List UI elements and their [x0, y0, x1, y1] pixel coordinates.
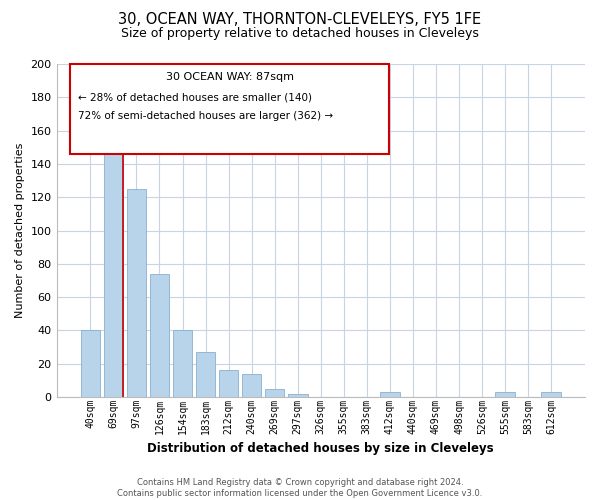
Bar: [541, 392, 561, 397]
Text: 30 OCEAN WAY: 87sqm: 30 OCEAN WAY: 87sqm: [166, 72, 293, 83]
Bar: [104, 136, 123, 397]
Text: Size of property relative to detached houses in Cleveleys: Size of property relative to detached ho…: [121, 28, 479, 40]
Bar: [127, 189, 146, 397]
Bar: [380, 392, 400, 397]
Y-axis label: Number of detached properties: Number of detached properties: [15, 143, 25, 318]
Bar: [496, 392, 515, 397]
Bar: [219, 370, 238, 397]
Text: 30, OCEAN WAY, THORNTON-CLEVELEYS, FY5 1FE: 30, OCEAN WAY, THORNTON-CLEVELEYS, FY5 1…: [118, 12, 482, 28]
Text: 72% of semi-detached houses are larger (362) →: 72% of semi-detached houses are larger (…: [77, 110, 333, 120]
FancyBboxPatch shape: [70, 64, 389, 154]
X-axis label: Distribution of detached houses by size in Cleveleys: Distribution of detached houses by size …: [148, 442, 494, 455]
Text: Contains HM Land Registry data © Crown copyright and database right 2024.
Contai: Contains HM Land Registry data © Crown c…: [118, 478, 482, 498]
Bar: [288, 394, 308, 397]
Bar: [242, 374, 262, 397]
Bar: [80, 330, 100, 397]
Bar: [265, 388, 284, 397]
Bar: [196, 352, 215, 397]
Text: ← 28% of detached houses are smaller (140): ← 28% of detached houses are smaller (14…: [77, 92, 311, 102]
Bar: [149, 274, 169, 397]
Bar: [173, 330, 193, 397]
